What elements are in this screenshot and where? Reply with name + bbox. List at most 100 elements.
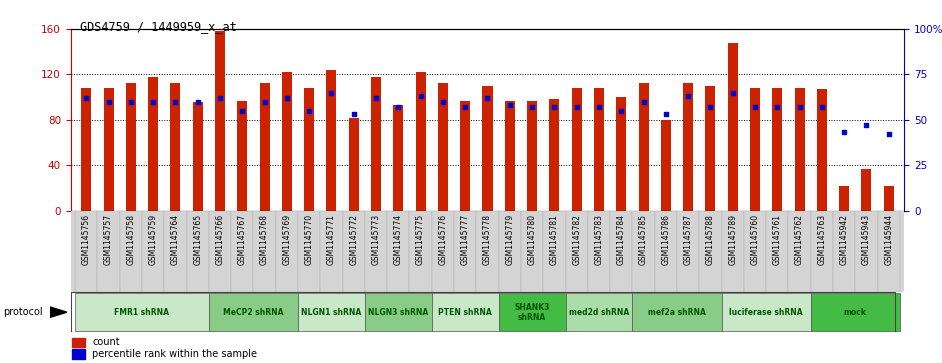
Text: PTEN shRNA: PTEN shRNA <box>438 308 492 317</box>
Bar <box>394 105 403 211</box>
Text: GSM1145759: GSM1145759 <box>149 214 157 265</box>
Bar <box>498 211 521 292</box>
Bar <box>706 86 715 211</box>
Point <box>257 99 272 105</box>
Text: protocol: protocol <box>3 307 42 317</box>
Point <box>235 108 250 114</box>
Bar <box>209 293 298 331</box>
Bar <box>73 338 86 347</box>
Text: mef2a shRNA: mef2a shRNA <box>648 308 706 317</box>
Point <box>414 93 429 99</box>
Bar <box>209 211 231 292</box>
Bar <box>677 211 699 292</box>
Text: GSM1145763: GSM1145763 <box>818 214 826 265</box>
Point <box>569 104 584 110</box>
Bar <box>343 211 365 292</box>
Text: GSM1145944: GSM1145944 <box>885 214 893 265</box>
Point <box>347 111 362 117</box>
Text: NLGN1 shRNA: NLGN1 shRNA <box>301 308 362 317</box>
Bar <box>565 293 632 331</box>
Bar <box>327 70 336 211</box>
Point <box>324 90 339 95</box>
Bar <box>320 211 343 292</box>
Bar <box>727 43 738 211</box>
Bar <box>565 211 588 292</box>
Bar <box>772 88 782 211</box>
Text: count: count <box>92 337 120 347</box>
Bar <box>528 101 537 211</box>
Text: GSM1145774: GSM1145774 <box>394 214 403 265</box>
Bar <box>431 293 498 331</box>
Text: GSM1145773: GSM1145773 <box>371 214 381 265</box>
Bar <box>544 211 565 292</box>
Text: med2d shRNA: med2d shRNA <box>569 308 629 317</box>
Bar <box>365 211 387 292</box>
Bar <box>237 101 248 211</box>
Bar <box>253 211 276 292</box>
Point <box>814 104 829 110</box>
Text: GSM1145776: GSM1145776 <box>438 214 447 265</box>
Bar <box>171 83 181 211</box>
Bar <box>260 83 269 211</box>
Point <box>636 99 651 105</box>
Point <box>658 111 674 117</box>
Text: GSM1145789: GSM1145789 <box>728 214 738 265</box>
Text: GSM1145779: GSM1145779 <box>505 214 514 265</box>
Point <box>301 108 317 114</box>
Bar <box>639 83 648 211</box>
Bar <box>365 293 431 331</box>
Text: GSM1145760: GSM1145760 <box>751 214 759 265</box>
Text: FMR1 shRNA: FMR1 shRNA <box>115 308 170 317</box>
Point <box>101 99 116 105</box>
Text: GSM1145780: GSM1145780 <box>528 214 537 265</box>
Bar <box>304 88 315 211</box>
Text: GSM1145788: GSM1145788 <box>706 214 715 265</box>
Text: GSM1145771: GSM1145771 <box>327 214 336 265</box>
Point <box>703 104 718 110</box>
Text: GSM1145762: GSM1145762 <box>795 214 804 265</box>
Point <box>525 104 540 110</box>
Text: GSM1145943: GSM1145943 <box>862 214 871 265</box>
Bar <box>549 99 560 211</box>
Bar <box>298 211 320 292</box>
Bar <box>120 211 142 292</box>
Text: GSM1145785: GSM1145785 <box>639 214 648 265</box>
Point <box>79 95 94 101</box>
Bar <box>861 168 871 211</box>
Bar <box>81 88 91 211</box>
Bar <box>387 211 410 292</box>
Bar <box>839 185 849 211</box>
Bar <box>632 293 722 331</box>
Text: GSM1145781: GSM1145781 <box>550 214 559 265</box>
Bar <box>722 293 811 331</box>
Bar <box>193 102 203 211</box>
Text: NLGN3 shRNA: NLGN3 shRNA <box>368 308 429 317</box>
Bar <box>610 211 632 292</box>
Point <box>190 99 205 105</box>
Bar <box>438 83 447 211</box>
Bar <box>371 77 382 211</box>
Text: GSM1145778: GSM1145778 <box>483 214 492 265</box>
Text: GSM1145772: GSM1145772 <box>349 214 358 265</box>
Bar <box>655 211 677 292</box>
Text: GSM1145761: GSM1145761 <box>772 214 782 265</box>
Bar <box>415 72 426 211</box>
Bar <box>477 211 498 292</box>
Bar <box>75 293 209 331</box>
Bar <box>766 211 788 292</box>
Text: GSM1145782: GSM1145782 <box>572 214 581 265</box>
Bar <box>97 211 120 292</box>
Text: GSM1145769: GSM1145769 <box>283 214 291 265</box>
Text: GSM1145783: GSM1145783 <box>594 214 604 265</box>
Point <box>168 99 183 105</box>
Bar <box>878 211 900 292</box>
Bar <box>454 211 477 292</box>
Bar <box>572 88 581 211</box>
Point <box>770 104 785 110</box>
Bar <box>410 211 431 292</box>
Bar <box>722 211 744 292</box>
Text: GSM1145758: GSM1145758 <box>126 214 136 265</box>
Bar <box>482 86 493 211</box>
Bar <box>142 211 164 292</box>
Point <box>458 104 473 110</box>
